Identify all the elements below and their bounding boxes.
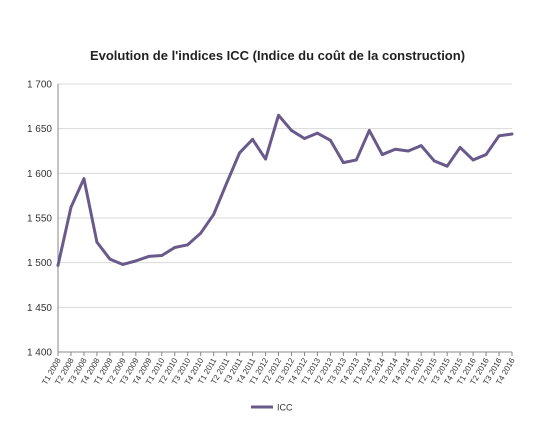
data-point bbox=[199, 231, 203, 235]
data-point bbox=[341, 161, 345, 165]
data-point bbox=[277, 113, 280, 117]
series-line-icc bbox=[56, 113, 514, 267]
data-point bbox=[419, 144, 423, 148]
data-point bbox=[484, 153, 488, 156]
data-point bbox=[445, 164, 449, 168]
data-point bbox=[329, 138, 332, 142]
data-point bbox=[160, 254, 164, 257]
data-point bbox=[432, 159, 436, 163]
data-point bbox=[264, 157, 267, 161]
chart-title: Evolution de l'indices ICC (Indice du co… bbox=[89, 48, 466, 63]
data-point bbox=[510, 132, 514, 136]
data-point bbox=[380, 153, 384, 156]
y-tick-label: 1 550 bbox=[27, 214, 52, 225]
y-tick-label: 1 700 bbox=[27, 80, 52, 91]
data-point bbox=[354, 158, 358, 162]
data-point bbox=[225, 181, 229, 185]
data-point bbox=[82, 177, 86, 181]
y-tick-label: 1 650 bbox=[27, 124, 52, 135]
data-point bbox=[497, 134, 501, 138]
data-point bbox=[147, 255, 151, 258]
data-point bbox=[238, 151, 242, 155]
data-point bbox=[69, 205, 73, 209]
legend-label: ICC bbox=[277, 403, 293, 413]
y-tick-label: 1 500 bbox=[27, 258, 52, 269]
data-point bbox=[251, 137, 254, 141]
data-point bbox=[303, 137, 306, 140]
data-point bbox=[290, 129, 293, 132]
y-tick-label: 1 600 bbox=[27, 169, 52, 180]
data-point bbox=[471, 158, 475, 162]
data-point bbox=[56, 263, 60, 267]
data-point bbox=[134, 259, 138, 263]
data-point bbox=[121, 263, 125, 266]
data-point bbox=[367, 129, 371, 132]
data-point bbox=[406, 149, 410, 153]
data-point bbox=[212, 213, 216, 216]
data-point bbox=[458, 146, 462, 149]
data-point bbox=[186, 243, 190, 247]
data-point bbox=[95, 240, 99, 244]
data-point bbox=[393, 147, 397, 151]
data-point bbox=[316, 131, 319, 135]
y-tick-label: 1 450 bbox=[27, 303, 52, 314]
data-point bbox=[173, 246, 177, 249]
data-point bbox=[108, 257, 112, 261]
y-tick-label: 1 400 bbox=[27, 348, 52, 359]
